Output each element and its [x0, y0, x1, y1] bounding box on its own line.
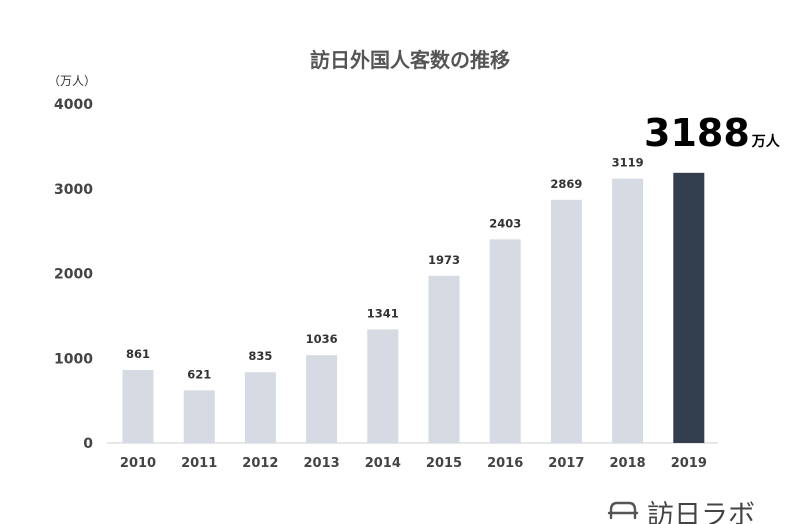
- data-label: 3119: [612, 156, 644, 170]
- bar: [183, 390, 215, 443]
- data-label: 621: [187, 367, 211, 381]
- data-label: 861: [126, 347, 150, 361]
- y-tick-label: 0: [83, 436, 93, 452]
- data-label: 1973: [428, 253, 460, 267]
- bar: [612, 178, 644, 444]
- callout-value: 3188: [644, 111, 750, 155]
- x-axis: 2010 2011 2012 2013 2014 2015 2016 2017 2018 2019: [120, 456, 707, 471]
- data-label: 1341: [367, 306, 399, 320]
- data-label: 835: [248, 349, 272, 363]
- bar: [306, 355, 338, 443]
- y-tick-label: 1000: [54, 351, 93, 367]
- y-tick-label: 2000: [54, 267, 93, 283]
- x-tick-label: 2010: [120, 456, 156, 471]
- x-tick-label: 2019: [671, 456, 707, 471]
- brand-logo: 訪日ラボ: [607, 500, 755, 524]
- bar: [550, 199, 582, 443]
- callout-unit: 万人: [751, 133, 781, 150]
- x-tick-label: 2015: [426, 456, 462, 471]
- data-label: 1036: [306, 332, 338, 346]
- data-label: 2869: [550, 177, 582, 191]
- brand-text: 訪日ラボ: [647, 500, 755, 524]
- x-tick-label: 2011: [181, 456, 217, 471]
- data-label: 2403: [489, 216, 521, 230]
- bar: [244, 372, 276, 443]
- y-unit-label: （万人）: [48, 74, 96, 88]
- x-tick-label: 2016: [487, 456, 523, 471]
- bar: [428, 275, 460, 443]
- bar: [489, 239, 521, 443]
- x-tick-label: 2017: [548, 456, 584, 471]
- callout-text: 3188 万人: [644, 111, 781, 155]
- bar: [122, 370, 154, 443]
- x-tick-label: 2014: [365, 456, 401, 471]
- y-tick-label: 3000: [54, 182, 93, 198]
- chart-title: 訪日外国人客数の推移: [310, 48, 510, 72]
- y-tick-label: 4000: [54, 97, 93, 113]
- x-tick-label: 2012: [242, 456, 278, 471]
- bar: [673, 172, 705, 443]
- callout: 3188 万人: [644, 111, 781, 155]
- data-labels: 861 621 835 1036 1341 1973 2403 2869 3119: [126, 156, 644, 382]
- hat-logo-icon: [607, 501, 639, 520]
- bars: [122, 172, 705, 444]
- y-axis: 0 1000 2000 3000 4000: [54, 97, 93, 452]
- x-tick-label: 2018: [610, 456, 646, 471]
- bar: [367, 329, 399, 443]
- x-tick-label: 2013: [304, 456, 340, 471]
